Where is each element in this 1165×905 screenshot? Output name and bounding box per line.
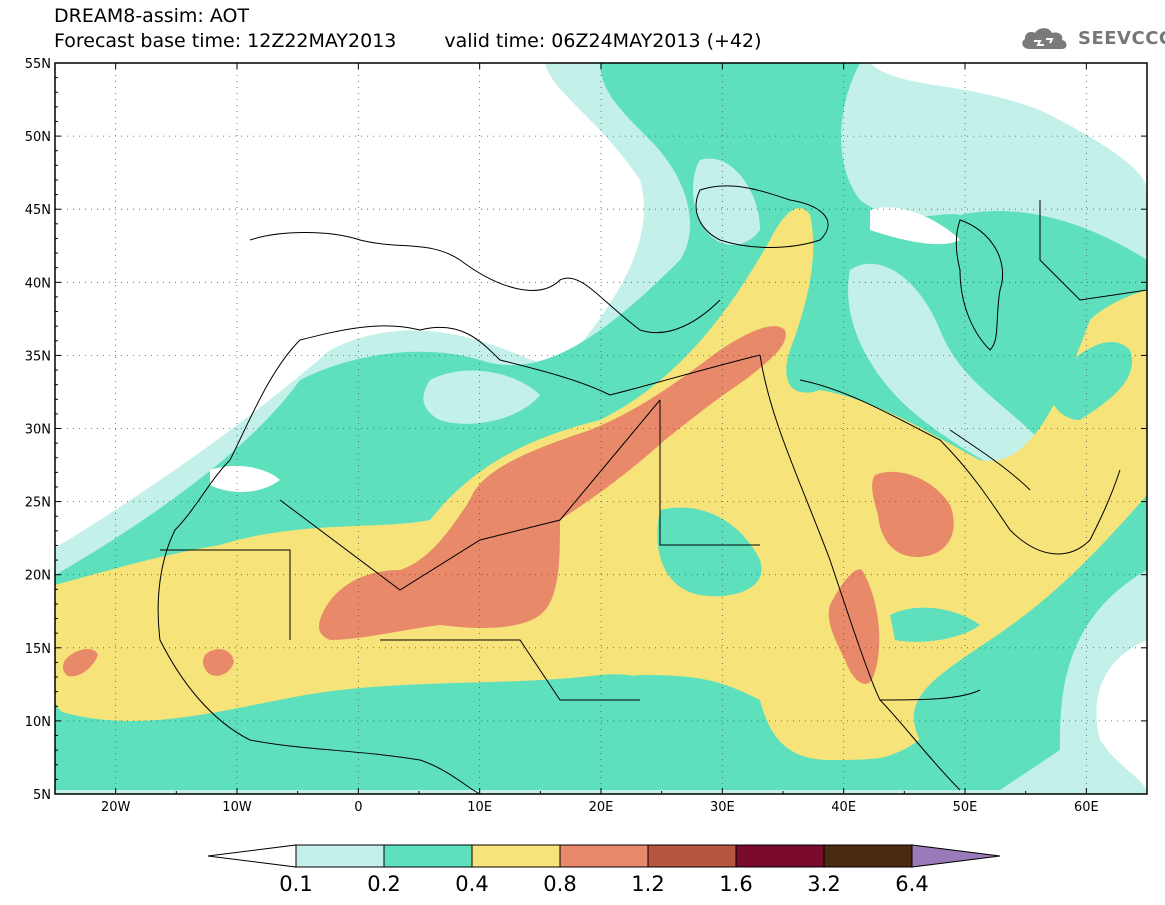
- contour-0.2-south: [55, 674, 1033, 790]
- black-sea-coast: [695, 185, 829, 248]
- border-2: [659, 400, 760, 546]
- border-4: [380, 639, 640, 701]
- lon-label: 10E: [467, 800, 492, 815]
- lon-label: 60E: [1074, 800, 1099, 815]
- red-sea-coast: [759, 354, 981, 701]
- lat-label: 40N: [25, 276, 51, 291]
- lon-label: 20W: [101, 800, 131, 815]
- colorbar-label: 6.4: [895, 872, 928, 896]
- contour-0.8-redsea: [828, 569, 880, 684]
- coastlines: [157, 185, 1147, 794]
- africa-north-coast: [229, 325, 761, 461]
- border-5: [1039, 200, 1147, 301]
- lat-label: 15N: [25, 642, 51, 657]
- contour-0.8-west-2: [202, 649, 234, 676]
- lat-label: 50N: [25, 130, 51, 145]
- colorbar-segment: [735, 844, 825, 868]
- aot-fill-layer: [55, 63, 1147, 794]
- colorbar-label: 0.1: [279, 872, 312, 896]
- colorbar-segment: [647, 844, 737, 868]
- lat-label: 45N: [25, 203, 51, 218]
- contour-under-0.1-hole-2: [210, 465, 280, 492]
- lon-label: 20E: [589, 800, 614, 815]
- logo-text: SEEVCCC: [1078, 27, 1165, 49]
- colorbar: 0.1 0.2 0.4 0.8 1.2 1.6 3.2 6.4: [207, 844, 1001, 896]
- lat-label: 35N: [25, 349, 51, 364]
- border-1: [279, 399, 661, 591]
- time-info: Forecast base time: 12Z22MAY2013 valid ti…: [54, 31, 762, 51]
- colorbar-high-arrow: [911, 844, 1001, 868]
- colorbar-segment: [383, 844, 473, 868]
- horn-africa-coast: [879, 699, 961, 791]
- contour-0.8-west-1: [63, 648, 98, 677]
- contour-0.8-main: [319, 326, 786, 640]
- grid-lines: [55, 63, 1147, 794]
- lat-label: 20N: [25, 569, 51, 584]
- map-frame: [54, 62, 1148, 795]
- africa-west-coast: [157, 459, 481, 794]
- contour-under-0.1-hole: [870, 207, 960, 245]
- contour-0.1-hole-1: [423, 370, 540, 424]
- lon-label: 50E: [953, 800, 978, 815]
- chart-title: DREAM8-assim: AOT: [54, 5, 250, 27]
- europe-south-coast: [249, 232, 721, 334]
- caspian-coast: [955, 219, 1004, 351]
- lon-label: 40E: [831, 800, 856, 815]
- contour-0.2-patch-3: [890, 607, 980, 642]
- colorbar-label: 1.2: [631, 872, 664, 896]
- lat-label: 25N: [25, 496, 51, 511]
- contour-0.2-patch-1: [657, 507, 762, 597]
- lat-label: 30N: [25, 423, 51, 438]
- colorbar-label: 3.2: [807, 872, 840, 896]
- colorbar-label: 1.6: [719, 872, 752, 896]
- lat-label: 55N: [25, 57, 51, 72]
- colorbar-label: 0.4: [455, 872, 488, 896]
- lon-label: 0: [354, 800, 362, 815]
- lat-label: 5N: [33, 788, 51, 803]
- valid-time: valid time: 06Z24MAY2013 (+42): [444, 30, 762, 52]
- contour-0.1-hole-2: [848, 263, 1055, 483]
- colorbar-label: 0.2: [367, 872, 400, 896]
- colorbar-segment: [559, 844, 649, 868]
- colorbar-segment: [471, 844, 561, 868]
- forecast-base-time: Forecast base time: 12Z22MAY2013: [54, 30, 397, 52]
- colorbar-label: 0.8: [543, 872, 576, 896]
- border-3: [160, 549, 291, 640]
- persian-gulf-coast: [949, 429, 1031, 491]
- seevccc-logo: SEEVCCC: [1018, 24, 1165, 52]
- contour-0.1-hole-3: [693, 158, 760, 245]
- lon-label: 10W: [222, 800, 252, 815]
- lon-label: 30E: [710, 800, 735, 815]
- cloud-icon: [1022, 28, 1067, 49]
- contour-0.2-patch-2: [1049, 341, 1132, 420]
- arabia-coast: [799, 379, 1121, 555]
- colorbar-segment: [823, 844, 913, 868]
- contour-0.8-arabia: [872, 471, 954, 558]
- lat-label: 10N: [25, 715, 51, 730]
- colorbar-low-arrow: [207, 844, 297, 868]
- colorbar-segment: [295, 844, 385, 868]
